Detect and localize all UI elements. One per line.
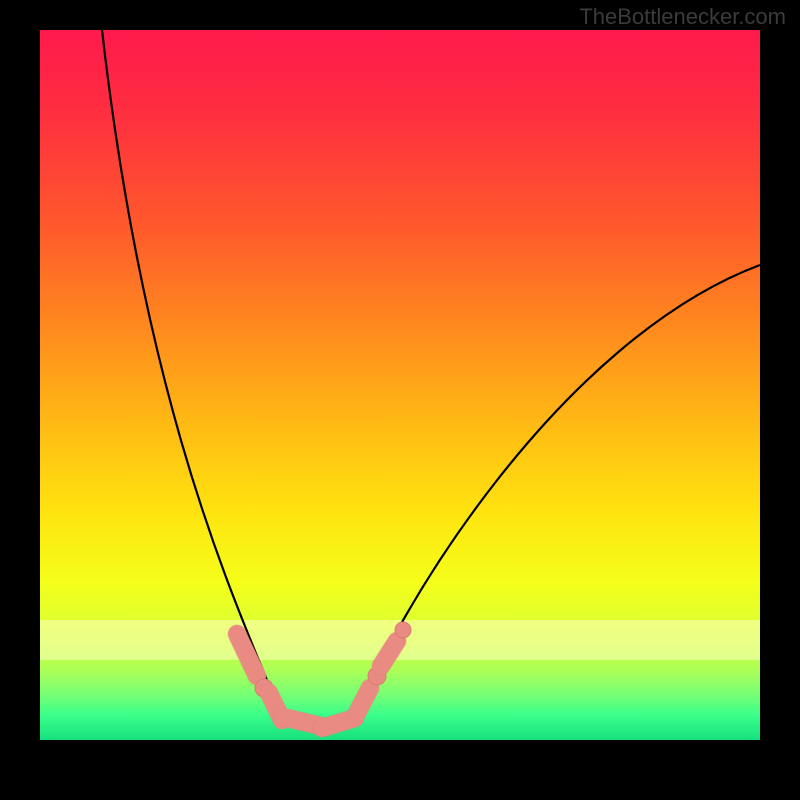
marker-dot — [395, 622, 411, 638]
chart-svg — [0, 0, 800, 800]
marker-pill — [357, 688, 370, 713]
bottom-strip — [0, 740, 800, 800]
chart-stage: TheBottlenecker.com — [0, 0, 800, 800]
watermark-text: TheBottlenecker.com — [579, 4, 786, 30]
